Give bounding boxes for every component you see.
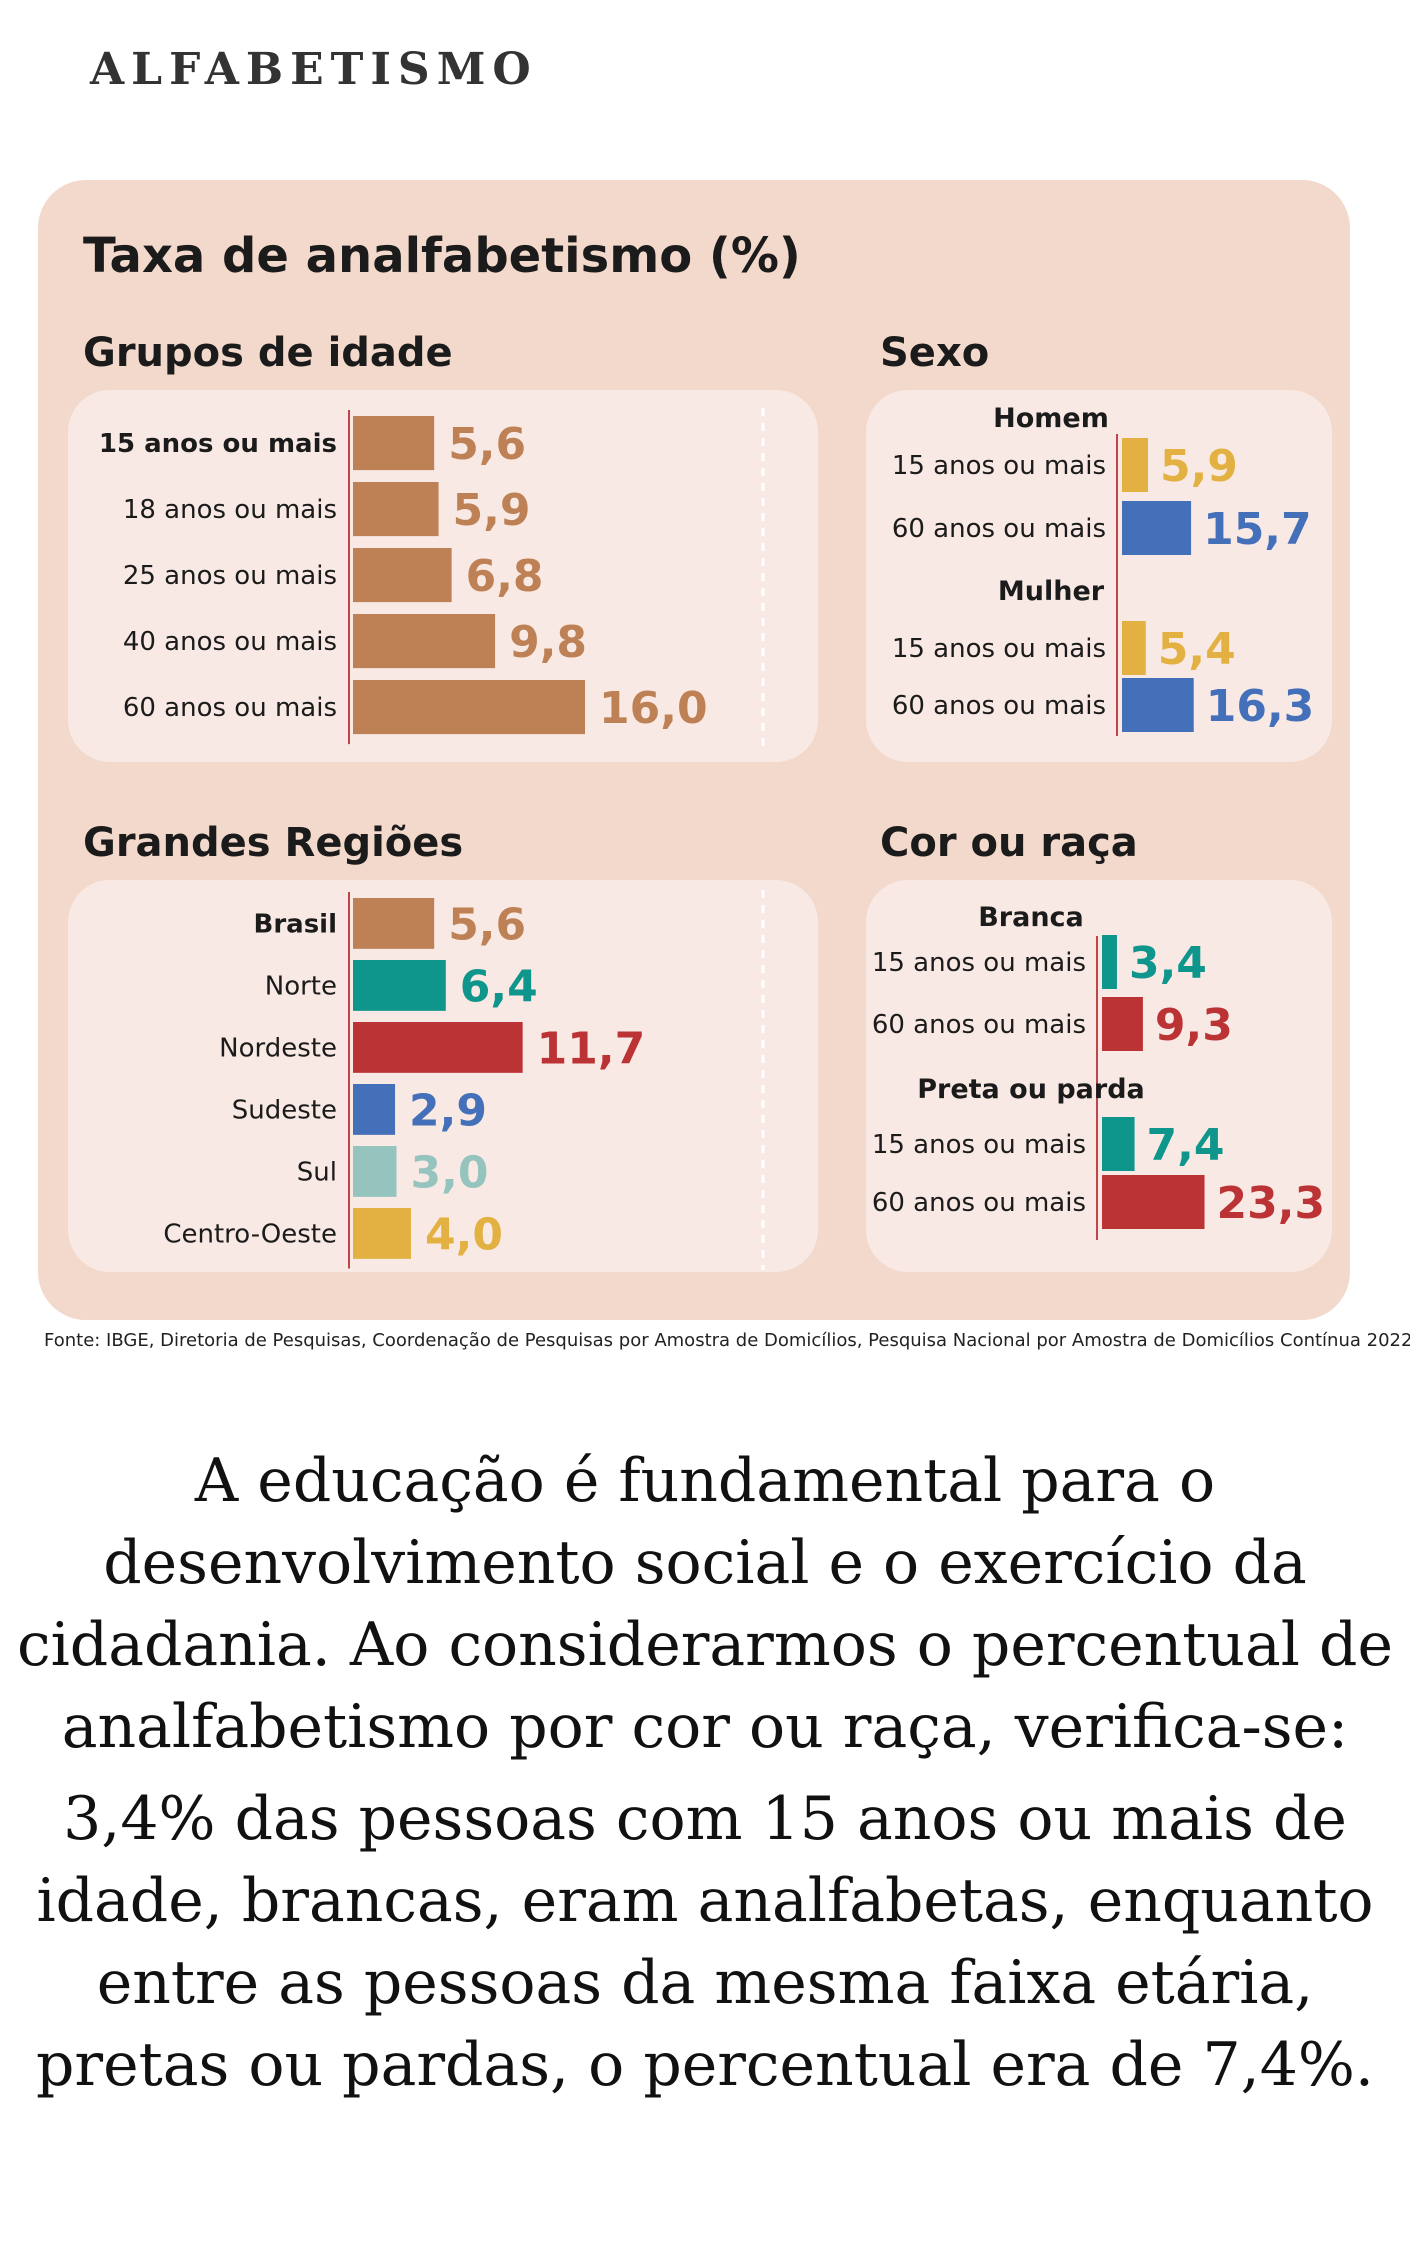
bar [353,680,585,735]
category-label: 60 anos ou mais [872,1010,1086,1040]
infographic-card: Taxa de analfabetismo (%) Grupos de idad… [38,180,1350,1320]
bar [1102,1175,1205,1229]
regions-title: Grandes Regiões [83,820,464,866]
value-label: 9,8 [509,617,587,668]
age-groups-panel: 15 anos ou mais 5,6 18 anos ou mais 5,9 25 a… [68,390,818,762]
category-label: Nordeste [219,1033,337,1063]
value-label: 3,4 [1129,938,1207,989]
group-label: Branca [978,902,1084,933]
regions-panel: Brasil 5,6 Norte 6,4 Nordeste 11,7 Sudeste 2,9 S… [68,880,818,1272]
value-label: 16,0 [599,683,708,734]
bar [1122,501,1192,555]
bar [1102,997,1143,1051]
bar [1122,438,1148,492]
caption-paragraph-1: A educação é fundamental para o desenvol… [17,1446,1393,1762]
category-label: Sul [297,1157,337,1187]
category-label: 60 anos ou mais [872,1188,1086,1218]
sex-chart: Homem Mulher 15 anos ou mais 5,9 60 anos ou … [892,403,1315,736]
bar [353,1084,396,1135]
value-label: 5,9 [1160,441,1238,492]
bar [353,1146,397,1197]
category-label: 60 anos ou mais [123,693,337,723]
sex-title: Sexo [880,330,990,376]
value-label: 5,4 [1158,624,1236,675]
category-label: 60 anos ou mais [892,691,1106,721]
category-label: Centro-Oeste [163,1219,337,1249]
value-label: 23,3 [1217,1178,1326,1229]
value-label: 5,6 [448,419,526,470]
category-label: 15 anos ou mais [99,429,337,459]
value-label: 11,7 [537,1023,646,1074]
category-label: 15 anos ou mais [892,634,1106,664]
race-title: Cor ou raça [880,820,1138,866]
category-label: 15 anos ou mais [892,451,1106,481]
group-label: Mulher [998,576,1105,607]
bar [353,960,446,1011]
category-label: Brasil [254,909,337,939]
value-label: 6,8 [466,551,544,602]
bar [1122,621,1146,675]
bar [1122,678,1194,732]
bar [353,416,435,471]
bar [353,1022,523,1073]
category-label: 15 anos ou mais [872,948,1086,978]
bar [353,614,496,669]
bar [1102,1117,1135,1171]
category-label: 15 anos ou mais [872,1130,1086,1160]
source-note: Fonte: IBGE, Diretoria de Pesquisas, Coo… [44,1330,1410,1351]
bar [353,1208,411,1259]
value-label: 4,0 [425,1209,503,1260]
bar [353,548,452,603]
value-label: 9,3 [1155,1000,1233,1051]
category-label: 25 anos ou mais [123,561,337,591]
race-chart: Branca Preta ou parda 15 anos ou mais 3,4 60… [872,902,1326,1240]
caption-paragraph-2: 3,4% das pessoas com 15 anos ou mais de … [35,1784,1375,2100]
page-heading: ALFABETISMO [90,44,538,95]
bar [353,898,435,949]
value-label: 3,0 [411,1147,489,1198]
value-label: 6,4 [460,961,538,1012]
group-label: Homem [993,403,1109,434]
value-label: 5,6 [448,899,526,950]
age-groups-title: Grupos de idade [83,330,453,376]
regions-chart: Brasil 5,6 Norte 6,4 Nordeste 11,7 Sudeste 2,9 S… [163,890,765,1270]
value-label: 16,3 [1206,681,1315,732]
category-label: Sudeste [232,1095,337,1125]
value-label: 7,4 [1147,1120,1225,1171]
category-label: Norte [265,971,337,1001]
age-groups-chart: 15 anos ou mais 5,6 18 anos ou mais 5,9 25 a… [99,408,765,746]
bar [1102,935,1117,989]
group-label: Preta ou parda [917,1074,1145,1105]
category-label: 40 anos ou mais [123,627,337,657]
category-label: 18 anos ou mais [123,495,337,525]
race-panel: Branca Preta ou parda 15 anos ou mais 3,4 60… [866,880,1332,1272]
category-label: 60 anos ou mais [892,514,1106,544]
value-label: 2,9 [409,1085,487,1136]
chart-title: Taxa de analfabetismo (%) [83,228,801,284]
sex-panel: Homem Mulher 15 anos ou mais 5,9 60 anos ou … [866,390,1332,762]
bar [353,482,439,537]
value-label: 15,7 [1203,504,1312,555]
value-label: 5,9 [453,485,531,536]
